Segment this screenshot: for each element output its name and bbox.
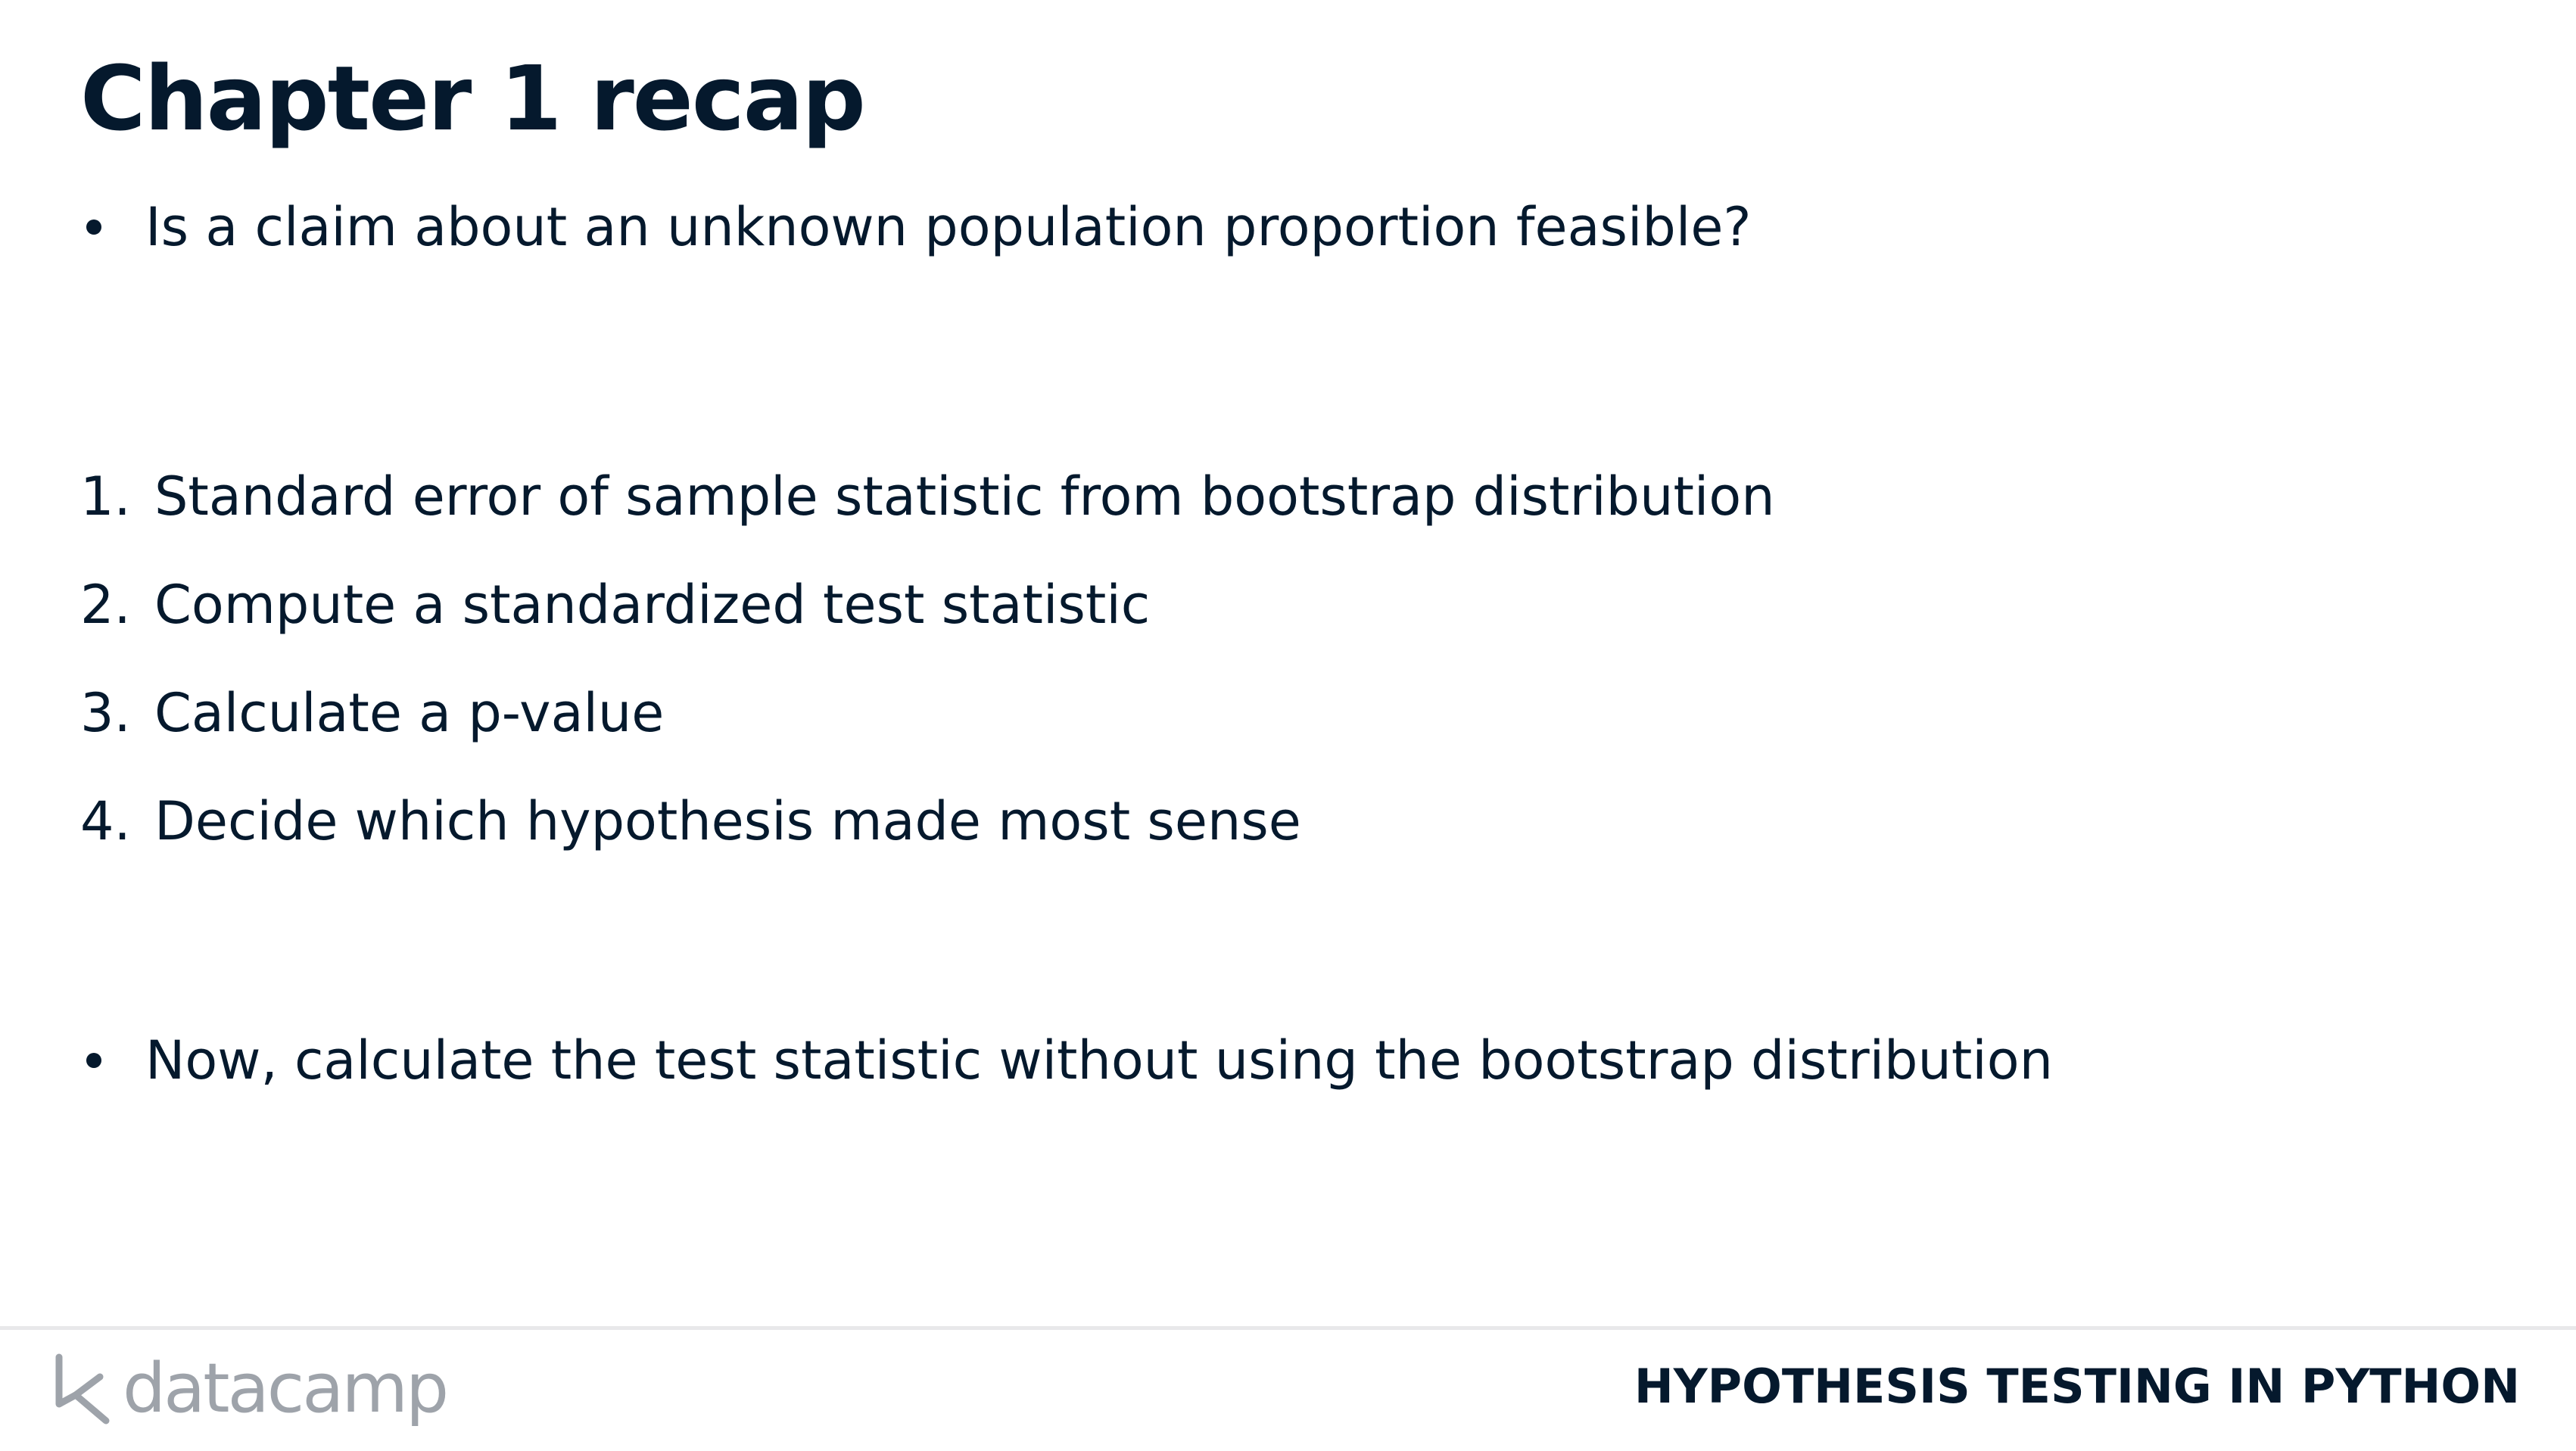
bullet-dot-icon (86, 220, 101, 235)
datacamp-logo-icon (55, 1353, 110, 1425)
slide-title: Chapter 1 recap (80, 46, 866, 151)
steps-list: 1. Standard error of sample statistic fr… (80, 442, 1775, 875)
bullet-text: Is a claim about an unknown population p… (145, 196, 1752, 258)
step-text: Decide which hypothesis made most sense (154, 789, 1301, 852)
course-title: HYPOTHESIS TESTING IN PYTHON (1634, 1359, 2520, 1414)
step-text: Calculate a p-value (154, 681, 665, 744)
step-item: 2. Compute a standardized test statistic (80, 550, 1775, 659)
datacamp-logo: datacamp (53, 1347, 449, 1431)
bullet-item: Now, calculate the test statistic withou… (82, 1029, 2053, 1092)
step-text: Standard error of sample statistic from … (154, 465, 1775, 528)
step-number: 4. (80, 789, 131, 852)
logo-wordmark: datacamp (123, 1349, 449, 1428)
step-item: 3. Calculate a p-value (80, 659, 1775, 767)
step-number: 3. (80, 681, 131, 744)
step-item: 1. Standard error of sample statistic fr… (80, 442, 1775, 550)
step-text: Compute a standardized test statistic (154, 573, 1151, 636)
bullet-item: Is a claim about an unknown population p… (82, 195, 1752, 259)
footer-divider (0, 1326, 2576, 1330)
bullet-dot-icon (86, 1053, 101, 1068)
step-item: 4. Decide which hypothesis made most sen… (80, 767, 1775, 875)
step-number: 2. (80, 573, 131, 636)
bullet-text: Now, calculate the test statistic withou… (145, 1029, 2053, 1091)
step-number: 1. (80, 465, 131, 528)
